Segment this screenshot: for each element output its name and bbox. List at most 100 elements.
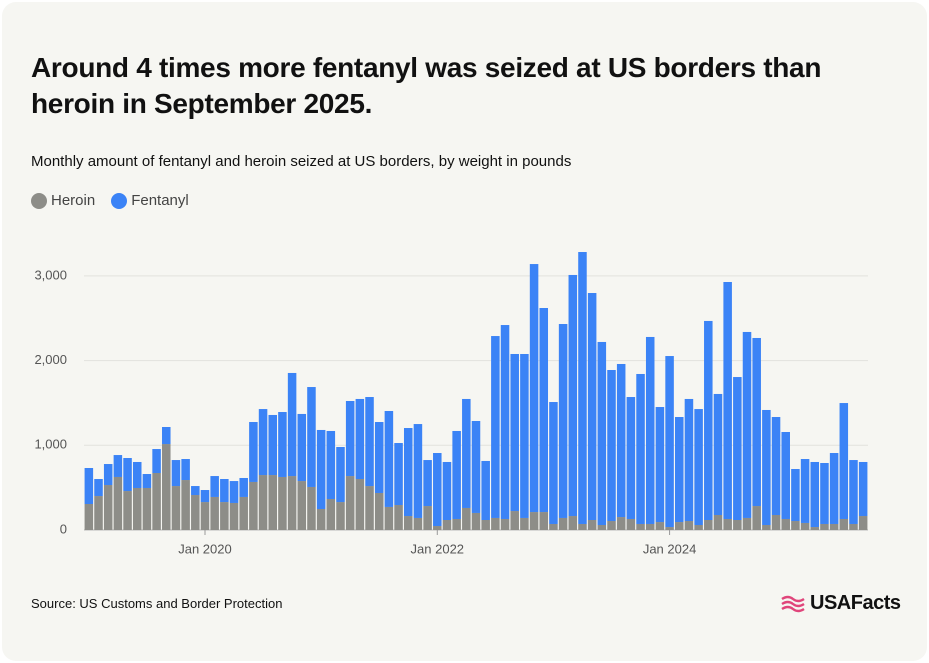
bar-segment	[258, 475, 268, 530]
bar-segment	[645, 523, 655, 530]
bar-segment	[132, 487, 142, 530]
bar-segment	[394, 443, 403, 506]
bar-segment	[829, 523, 839, 530]
bar-segment	[326, 498, 336, 530]
bar-segment	[365, 486, 374, 530]
bar-segment	[220, 502, 229, 530]
bar-segment	[810, 461, 820, 528]
bar-segment	[529, 264, 539, 513]
bar-segment	[336, 502, 345, 530]
bar-segment	[500, 325, 510, 519]
bar-segment	[733, 377, 742, 521]
bar-segment	[249, 422, 258, 482]
bar-segment	[549, 402, 558, 524]
bar-segment	[239, 477, 248, 497]
bar-segment	[704, 320, 713, 521]
bar-segment	[200, 502, 210, 530]
bar-segment	[713, 393, 723, 516]
bar-segment	[839, 403, 849, 519]
bar-segment	[791, 469, 800, 522]
bar-segment	[355, 479, 365, 530]
x-tick-label: Jan 2024	[643, 541, 697, 556]
bar-segment	[587, 293, 597, 521]
bar-segment	[675, 522, 684, 530]
bar-segment	[723, 281, 732, 519]
legend-item: Fentanyl	[111, 192, 189, 209]
bar-segment	[307, 387, 316, 487]
bar-segment	[578, 252, 587, 524]
bar-segment	[162, 427, 171, 445]
bar-segment	[539, 308, 549, 513]
bar-segment	[384, 410, 394, 507]
bar-segment	[278, 412, 287, 477]
bar-segment	[829, 453, 839, 524]
bar-segment	[365, 397, 374, 487]
bar-segment	[268, 414, 277, 476]
bar-segment	[452, 430, 461, 519]
bar-segment	[510, 353, 519, 512]
bar-segment	[413, 424, 423, 518]
bar-segment	[762, 409, 771, 526]
logo: USAFacts	[780, 592, 901, 615]
bar-segment	[597, 525, 607, 530]
legend: Heroin Fentanyl	[31, 192, 189, 209]
bar-segment	[181, 480, 190, 530]
bar-segment	[665, 356, 674, 528]
bar-segment	[684, 521, 694, 530]
bar-segment	[616, 363, 626, 518]
bar-segment	[403, 428, 413, 517]
legend-label: Fentanyl	[131, 192, 189, 209]
chart-title: Around 4 times more fentanyl was seized …	[31, 52, 822, 119]
bar-segment	[433, 526, 442, 530]
bar-segment	[694, 409, 703, 526]
bar-segment	[220, 479, 229, 503]
bar-segment	[423, 460, 432, 507]
bar-segment	[849, 523, 858, 530]
bar-segment	[665, 527, 674, 530]
bar-segment	[752, 337, 761, 507]
bar-segment	[394, 505, 403, 530]
bar-segment	[471, 420, 481, 513]
bar-segment	[820, 523, 829, 530]
bar-segment	[616, 517, 626, 530]
bar-segment	[568, 516, 578, 530]
bar-segment	[520, 517, 529, 530]
logo-text: USAFacts	[810, 592, 901, 614]
bar-segment	[239, 496, 248, 530]
bar-segment	[529, 512, 539, 530]
bar-segment	[94, 479, 103, 497]
bar-segment	[374, 492, 384, 530]
bar-segment	[316, 508, 326, 530]
bar-segment	[316, 429, 326, 509]
bar-segment	[491, 517, 500, 530]
bar-segment	[858, 461, 868, 517]
bar-segment	[491, 336, 500, 518]
bar-segment	[278, 476, 287, 530]
bar-segment	[549, 523, 558, 530]
bar-segment	[781, 518, 790, 530]
bar-segment	[771, 417, 781, 516]
bar-segment	[433, 453, 442, 527]
bar-segment	[820, 463, 829, 524]
bar-segment	[771, 515, 781, 530]
bar-segment	[762, 525, 771, 530]
bar-segment	[704, 520, 713, 530]
y-tick-label: 1,000	[34, 437, 67, 452]
bar-segment	[132, 461, 142, 488]
bar-segment	[258, 409, 268, 476]
bar-segment	[210, 496, 219, 530]
bar-segment	[345, 476, 355, 530]
bar-segment	[384, 506, 394, 530]
bar-segment	[655, 407, 665, 523]
bar-segment	[597, 341, 607, 526]
bar-segment	[442, 461, 452, 521]
bar-segment	[684, 398, 694, 522]
bar-segment	[249, 481, 258, 530]
bar-segment	[142, 474, 152, 488]
bar-segment	[123, 491, 132, 530]
bar-segment	[297, 481, 307, 530]
bar-segment	[103, 485, 113, 530]
y-tick-label: 0	[60, 521, 67, 536]
bar-segment	[800, 459, 810, 523]
